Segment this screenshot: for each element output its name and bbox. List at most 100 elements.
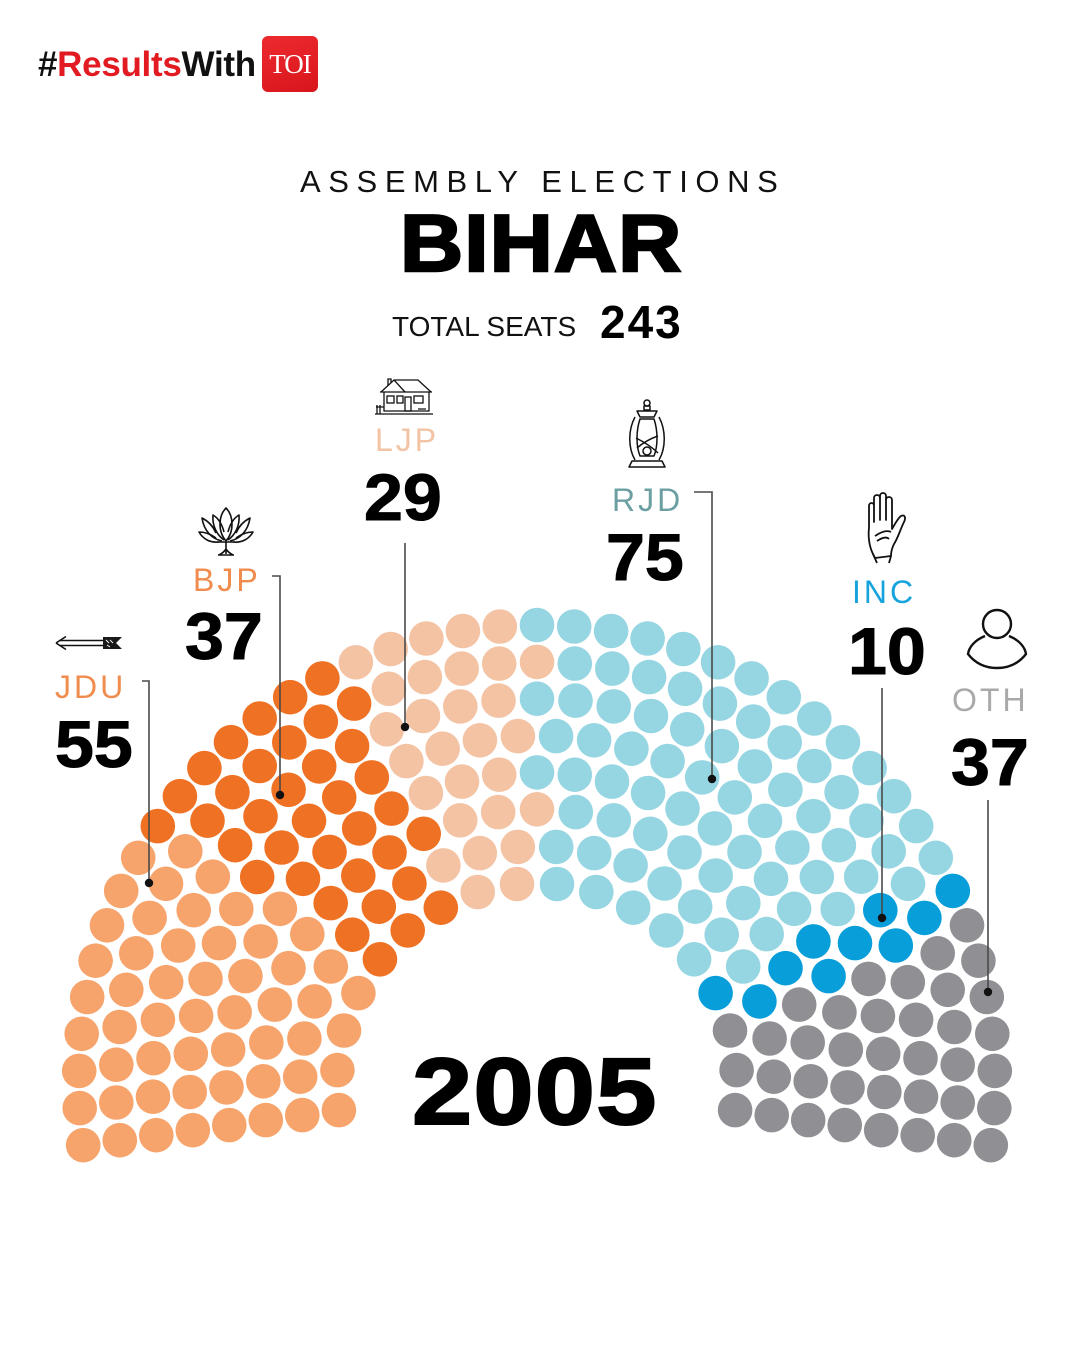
seat-dot-rjd: [519, 755, 555, 790]
seat-dot-oth: [975, 1016, 1010, 1052]
seat-dot-oth: [937, 1009, 972, 1045]
seat-dot-jdu: [248, 1102, 284, 1138]
seat-dot-bjp: [341, 858, 376, 893]
total-seats-value: 243: [600, 296, 683, 348]
seat-dot-oth: [903, 1040, 938, 1076]
seat-dot-oth: [752, 1021, 787, 1056]
seat-dot-bjp: [372, 835, 407, 870]
seat-dot-rjd: [667, 671, 703, 707]
seat-dot-jdu: [64, 1016, 99, 1052]
seat-dot-rjd: [725, 949, 761, 984]
seat-dot-ljp: [369, 712, 405, 747]
seat-dot-rjd: [519, 681, 555, 716]
seat-dot-rjd: [630, 621, 665, 656]
seat-dot-inc: [742, 984, 777, 1019]
seat-dot-bjp: [242, 701, 277, 736]
seat-dot-rjd: [702, 686, 738, 721]
seat-dot-ljp: [425, 731, 460, 766]
seat-dot-ljp: [444, 764, 480, 799]
seat-dot-jdu: [290, 916, 325, 952]
toi-logo: TOI: [262, 36, 318, 92]
seat-dot-jdu: [132, 900, 167, 936]
seat-dot-jdu: [173, 1036, 209, 1072]
seat-dot-ljp: [482, 609, 518, 644]
seat-dot-jdu: [61, 1053, 97, 1089]
seat-dot-ljp: [460, 874, 496, 910]
seat-dot-jdu: [320, 1052, 355, 1088]
seat-dot-oth: [961, 943, 996, 978]
seat-dot-ljp: [371, 671, 407, 707]
lotus-icon: [198, 507, 254, 556]
seat-dot-jdu: [245, 1064, 281, 1099]
seat-dot-oth: [863, 1112, 899, 1148]
seat-dot-bjp: [341, 811, 377, 846]
seat-dot-bjp: [242, 748, 277, 784]
seat-dot-rjd: [727, 834, 762, 870]
seat-dot-inc: [796, 924, 831, 959]
seat-dot-bjp: [374, 791, 409, 826]
seat-dot-inc: [698, 975, 733, 1011]
seat-dot-oth: [851, 961, 886, 997]
seat-dot-inc: [878, 928, 914, 963]
seat-dot-oth: [940, 1085, 975, 1120]
seat-dot-jdu: [136, 1040, 171, 1076]
seat-dot-jdu: [228, 958, 263, 994]
seat-dot-bjp: [239, 859, 275, 895]
seat-dot-rjd: [767, 725, 802, 760]
person-icon: [966, 608, 1028, 670]
seat-dot-rjd: [735, 704, 771, 739]
seat-dot-oth: [936, 1122, 972, 1158]
seat-dot-jdu: [69, 979, 105, 1015]
leader-dot-bjp: [275, 790, 285, 800]
seat-dot-oth: [973, 1127, 1009, 1163]
seat-dot-rjd: [558, 683, 593, 718]
seat-dot-rjd: [704, 728, 740, 764]
party-seats-bjp: 37: [184, 599, 263, 673]
seat-dot-rjd: [665, 791, 700, 826]
seat-dot-ljp: [480, 794, 516, 830]
seat-dot-ljp: [481, 646, 517, 681]
seat-dot-bjp: [187, 750, 222, 786]
seat-dot-rjd: [821, 827, 857, 863]
seat-dot-rjd: [796, 798, 831, 834]
leader-dot-jdu: [144, 878, 154, 888]
seat-dot-jdu: [148, 866, 184, 902]
seat-dot-rjd: [697, 811, 733, 846]
party-label-inc: INC: [852, 574, 917, 610]
leader-dot-ljp: [400, 722, 410, 732]
seat-dot-jdu: [285, 1097, 320, 1133]
brand-hashtag: #ResultsWith: [38, 47, 256, 82]
seat-dot-rjd: [576, 835, 612, 871]
seat-dot-ljp: [481, 683, 516, 718]
seat-dot-ljp: [445, 613, 481, 649]
seat-dot-bjp: [390, 913, 426, 948]
seat-dot-ljp: [405, 698, 441, 734]
seat-dot-jdu: [262, 891, 298, 927]
seat-dot-jdu: [210, 1032, 246, 1067]
seat-dot-bjp: [361, 889, 397, 924]
seat-dot-ljp: [500, 829, 536, 865]
lantern-icon: [628, 399, 666, 468]
seat-dot-jdu: [321, 1092, 357, 1128]
seat-dot-bjp: [303, 704, 339, 739]
seat-dot-jdu: [257, 987, 293, 1022]
seat-dot-rjd: [633, 698, 669, 734]
seat-dot-jdu: [195, 859, 231, 894]
seat-dot-oth: [790, 1025, 825, 1060]
seat-dot-ljp: [426, 848, 461, 883]
seat-dot-oth: [827, 1107, 862, 1143]
leader-lines: [142, 491, 989, 992]
kicker-title: ASSEMBLY ELECTIONS: [300, 164, 786, 199]
seat-dot-rjd: [747, 803, 783, 839]
seat-dot-jdu: [212, 1107, 247, 1143]
seat-dot-ljp: [443, 689, 478, 724]
seat-dot-jdu: [135, 1079, 171, 1114]
party-seats-ljp: 29: [363, 460, 442, 534]
leader-line-bjp: [272, 575, 281, 795]
leader-dot-oth: [983, 987, 993, 997]
seat-dot-bjp: [312, 834, 347, 870]
seat-dot-jdu: [287, 1021, 322, 1056]
seat-dot-rjd: [538, 829, 574, 865]
